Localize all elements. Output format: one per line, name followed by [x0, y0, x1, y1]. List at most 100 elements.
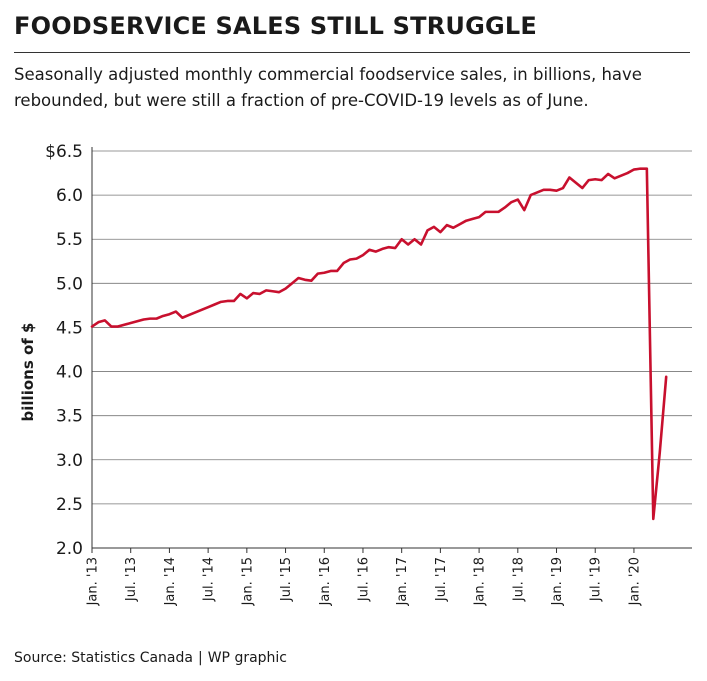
data-point-2014-06 — [200, 309, 202, 311]
data-point-2017-02 — [407, 243, 409, 245]
data-point-2014-08 — [213, 303, 215, 305]
data-point-2014-04 — [188, 314, 190, 316]
data-point-2019-07 — [594, 178, 596, 180]
x-tick-label-6: Jan. '16 — [318, 557, 333, 606]
data-point-2018-07 — [517, 198, 519, 200]
x-tick-label-0: Jan. '13 — [86, 557, 101, 606]
x-tick-label-7: Jul. '16 — [356, 557, 371, 602]
series — [90, 167, 668, 521]
data-point-2013-05 — [117, 325, 119, 327]
y-tick-label-2: 3.0 — [56, 451, 83, 471]
data-point-2018-12 — [549, 189, 551, 191]
data-point-2016-02 — [330, 270, 332, 272]
x-tick-label-9: Jul. '17 — [434, 557, 449, 602]
y-tick-label-0: 2.0 — [56, 539, 83, 559]
data-point-2019-04 — [575, 182, 577, 184]
data-point-2017-09 — [452, 227, 454, 229]
data-point-2015-08 — [291, 282, 293, 284]
y-tick-label-4: 4.0 — [56, 363, 83, 383]
data-point-2015-11 — [310, 279, 312, 281]
data-point-2019-01 — [555, 190, 557, 192]
data-point-2018-02 — [484, 211, 486, 213]
data-point-2017-05 — [426, 229, 428, 231]
data-point-2013-06 — [123, 324, 125, 326]
data-point-2019-08 — [600, 179, 602, 181]
x-tick-label-2: Jan. '14 — [163, 557, 178, 606]
data-point-2017-06 — [433, 226, 435, 228]
data-point-2018-11 — [542, 189, 544, 191]
data-point-2016-01 — [323, 272, 325, 274]
y-axis-ticks: 2.0 2.5 3.0 3.5 4.0 4.5 5.0 5.5 6.0 $6.5 — [45, 142, 83, 559]
data-point-2014-02 — [175, 310, 177, 312]
data-point-2016-09 — [375, 250, 377, 252]
data-point-2018-01 — [478, 216, 480, 218]
data-point-2018-06 — [510, 201, 512, 203]
data-point-2018-05 — [504, 206, 506, 208]
data-point-2019-11 — [620, 175, 622, 177]
data-point-2013-09 — [142, 318, 144, 320]
data-point-2016-07 — [362, 254, 364, 256]
data-point-2015-01 — [246, 297, 248, 299]
data-point-2019-10 — [613, 177, 615, 179]
data-point-2016-12 — [394, 247, 396, 249]
x-tick-label-5: Jul. '15 — [279, 557, 294, 602]
data-point-2015-03 — [259, 293, 261, 295]
data-point-2017-04 — [420, 243, 422, 245]
source-line: Source: Statistics Canada | WP graphic — [14, 650, 287, 666]
data-point-2015-02 — [252, 292, 254, 294]
gridlines — [92, 150, 692, 505]
data-point-2017-10 — [459, 223, 461, 225]
data-point-2019-09 — [607, 173, 609, 175]
data-point-2014-09 — [220, 301, 222, 303]
data-point-2015-09 — [297, 277, 299, 279]
credit-text: WP graphic — [207, 650, 288, 666]
data-point-2013-11 — [155, 317, 157, 319]
source-separator: | — [197, 650, 203, 666]
data-point-2016-05 — [349, 258, 351, 260]
y-tick-label-5: 4.5 — [56, 318, 83, 338]
data-point-2014-01 — [168, 313, 170, 315]
y-tick-label-3: 3.5 — [56, 407, 83, 427]
data-point-2017-08 — [446, 224, 448, 226]
x-tick-label-4: Jan. '15 — [240, 557, 255, 606]
data-point-2015-06 — [278, 291, 280, 293]
y-tick-label-8: 6.0 — [56, 186, 83, 206]
data-point-2018-04 — [497, 211, 499, 213]
chart-title: FOODSERVICE SALES STILL STRUGGLE — [14, 12, 537, 40]
data-point-2013-10 — [149, 317, 151, 319]
data-point-2014-12 — [239, 293, 241, 295]
chart-subtitle: Seasonally adjusted monthly commercial f… — [14, 65, 642, 110]
data-point-2020-02 — [639, 167, 641, 169]
data-point-2016-11 — [388, 246, 390, 248]
x-tick-label-13: Jul. '19 — [589, 557, 604, 602]
series-line — [90, 167, 668, 521]
x-tick-label-10: Jan. '18 — [473, 557, 488, 606]
data-point-2018-10 — [536, 191, 538, 193]
data-point-2019-03 — [568, 176, 570, 178]
data-point-2015-05 — [271, 290, 273, 292]
data-point-2015-04 — [265, 289, 267, 291]
x-tick-label-12: Jan. '19 — [550, 557, 565, 606]
data-point-2020-05 — [659, 452, 661, 454]
data-point-2014-11 — [233, 300, 235, 302]
y-tick-label-1: 2.5 — [56, 495, 83, 515]
data-point-2013-07 — [130, 322, 132, 324]
data-point-2019-06 — [588, 179, 590, 181]
data-point-2016-04 — [342, 262, 344, 264]
data-point-2018-03 — [491, 211, 493, 213]
x-tick-label-8: Jan. '17 — [395, 557, 410, 606]
x-tick-label-1: Jul. '13 — [124, 557, 139, 602]
data-point-2016-08 — [368, 249, 370, 251]
data-point-2013-03 — [104, 319, 106, 321]
data-point-2015-10 — [304, 279, 306, 281]
data-point-2013-01 — [91, 325, 93, 327]
y-tick-label-9: $6.5 — [45, 142, 83, 162]
x-tick-label-3: Jul. '14 — [202, 557, 217, 602]
data-point-2020-03 — [646, 167, 648, 169]
data-point-2013-08 — [136, 320, 138, 322]
y-tick-label-6: 5.0 — [56, 274, 83, 294]
y-axis-label: billions of $ — [19, 323, 37, 422]
data-point-2013-02 — [97, 321, 99, 323]
x-axis-ticks: Jan. '13 Jul. '13 Jan. '14 Jul. '14 Jan. '15… — [86, 548, 642, 606]
